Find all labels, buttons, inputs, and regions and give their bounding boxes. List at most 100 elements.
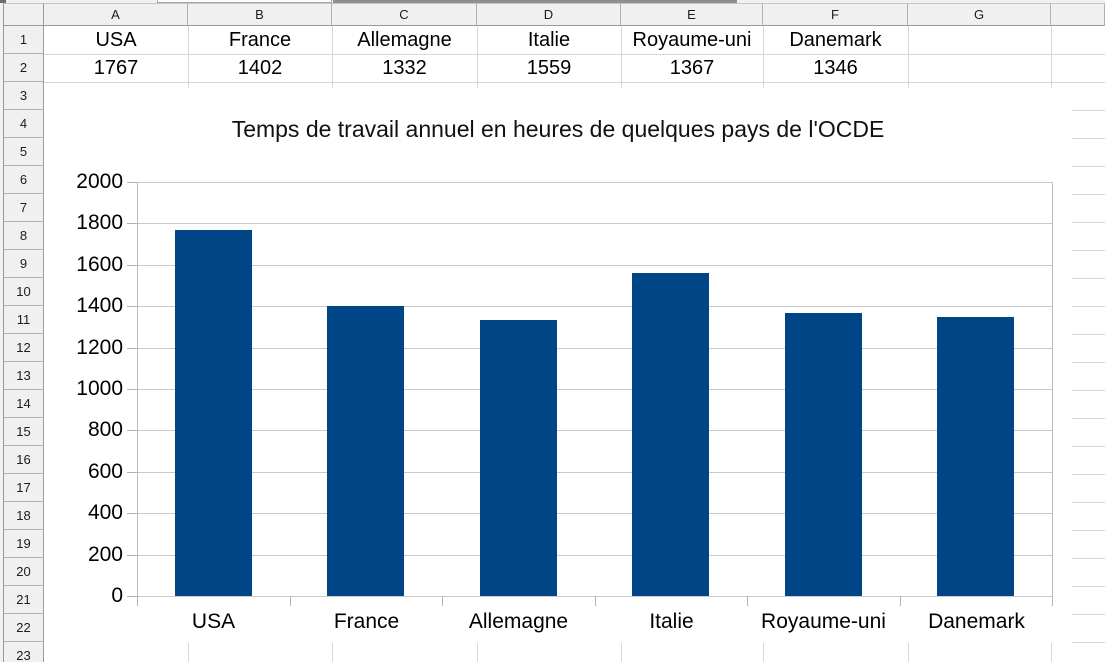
chart-gridline-0 [137,596,1052,597]
row-header-22[interactable]: 22 [4,614,44,642]
row-header-15[interactable]: 15 [4,418,44,446]
bar-danemark[interactable] [937,317,1014,596]
row-header-11[interactable]: 11 [4,306,44,334]
select-all-corner[interactable] [4,3,44,26]
x-axis-label-allemagne: Allemagne [468,610,569,633]
x-axis-label-italie: Italie [649,610,694,633]
chart-gridline-1200 [137,348,1052,349]
row-header-2[interactable]: 2 [4,54,44,82]
toolbar-remnant-corner [0,0,6,4]
x-axis-label-royaume-uni: Royaume-uni [761,610,886,633]
column-header-B[interactable]: B [188,3,332,26]
bar-allemagne[interactable] [480,320,557,596]
y-tick-1200 [127,348,137,349]
x-axis-label-france: France [333,610,400,633]
y-axis-label-600: 600 [87,460,123,483]
y-tick-1400 [127,306,137,307]
grid-hline [44,82,1105,83]
row-header-3[interactable]: 3 [4,82,44,110]
row-header-14[interactable]: 14 [4,390,44,418]
y-tick-200 [127,555,137,556]
column-header-A[interactable]: A [44,3,188,26]
bar-france[interactable] [327,306,404,596]
x-tick [900,596,901,606]
chart-gridline-1600 [137,265,1052,266]
row-header-10[interactable]: 10 [4,278,44,306]
embedded-bar-chart[interactable]: Temps de travail annuel en heures de que… [44,88,1072,643]
cell-E1[interactable]: Royaume-uni [632,28,752,51]
chart-gridline-1800 [137,223,1052,224]
row-header-1[interactable]: 1 [4,26,44,54]
y-axis-label-1000: 1000 [76,377,123,400]
cell-B2[interactable]: 1402 [237,56,283,79]
x-tick [290,596,291,606]
cell-F1[interactable]: Danemark [789,28,882,51]
y-tick-600 [127,472,137,473]
y-axis-label-800: 800 [87,418,123,441]
column-header-G[interactable]: G [908,3,1051,26]
row-header-4[interactable]: 4 [4,110,44,138]
bar-royaume-uni[interactable] [785,313,862,596]
cell-B1[interactable]: France [228,28,292,51]
row-header-20[interactable]: 20 [4,558,44,586]
chart-title: Temps de travail annuel en heures de que… [231,116,885,142]
chart-gridline-1000 [137,389,1052,390]
cell-A2[interactable]: 1767 [93,56,139,79]
row-header-6[interactable]: 6 [4,166,44,194]
x-tick [595,596,596,606]
y-axis-label-0: 0 [111,584,123,607]
x-tick [1052,596,1053,606]
window-left-edge [0,3,4,662]
y-tick-1600 [127,265,137,266]
y-axis-label-1200: 1200 [76,336,123,359]
y-axis-label-1800: 1800 [76,211,123,234]
cell-C1[interactable]: Allemagne [357,28,452,51]
chart-gridline-600 [137,472,1052,473]
bar-italie[interactable] [632,273,709,596]
y-axis-label-1600: 1600 [76,253,123,276]
row-header-16[interactable]: 16 [4,446,44,474]
row-header-18[interactable]: 18 [4,502,44,530]
column-header-C[interactable]: C [332,3,477,26]
column-header-E[interactable]: E [621,3,763,26]
row-header-21[interactable]: 21 [4,586,44,614]
chart-gridline-1400 [137,306,1052,307]
cell-C2[interactable]: 1332 [382,56,427,79]
row-header-13[interactable]: 13 [4,362,44,390]
column-header-F[interactable]: F [763,3,908,26]
y-tick-0 [127,596,137,597]
x-axis-label-usa: USA [191,610,236,633]
row-header-7[interactable]: 7 [4,194,44,222]
column-header-D[interactable]: D [477,3,621,26]
y-tick-1000 [127,389,137,390]
chart-gridline-2000 [137,182,1052,183]
row-header-5[interactable]: 5 [4,138,44,166]
toolbar-remnant-segment [333,0,737,3]
cell-E2[interactable]: 1367 [669,56,715,79]
row-header-19[interactable]: 19 [4,530,44,558]
x-tick [137,596,138,606]
chart-gridline-400 [137,513,1052,514]
bar-usa[interactable] [175,230,252,596]
toolbar-remnant-strip [0,0,1105,4]
row-header-8[interactable]: 8 [4,222,44,250]
y-axis-label-2000: 2000 [76,170,123,193]
cell-D1[interactable]: Italie [527,28,571,51]
y-axis-label-200: 200 [87,543,123,566]
x-axis-label-danemark: Danemark [928,610,1025,633]
column-header-partial[interactable] [1051,3,1105,26]
x-tick [442,596,443,606]
y-axis-label-400: 400 [87,501,123,524]
row-header-9[interactable]: 9 [4,250,44,278]
cell-A1[interactable]: USA [95,28,137,51]
row-header-23[interactable]: 23 [4,642,44,662]
y-tick-400 [127,513,137,514]
row-header-17[interactable]: 17 [4,474,44,502]
y-axis-label-1400: 1400 [76,294,123,317]
cell-F2[interactable]: 1346 [813,56,858,79]
cell-D2[interactable]: 1559 [526,56,572,79]
y-tick-2000 [127,182,137,183]
row-header-12[interactable]: 12 [4,334,44,362]
chart-gridline-200 [137,555,1052,556]
grid-hline [44,54,1105,55]
